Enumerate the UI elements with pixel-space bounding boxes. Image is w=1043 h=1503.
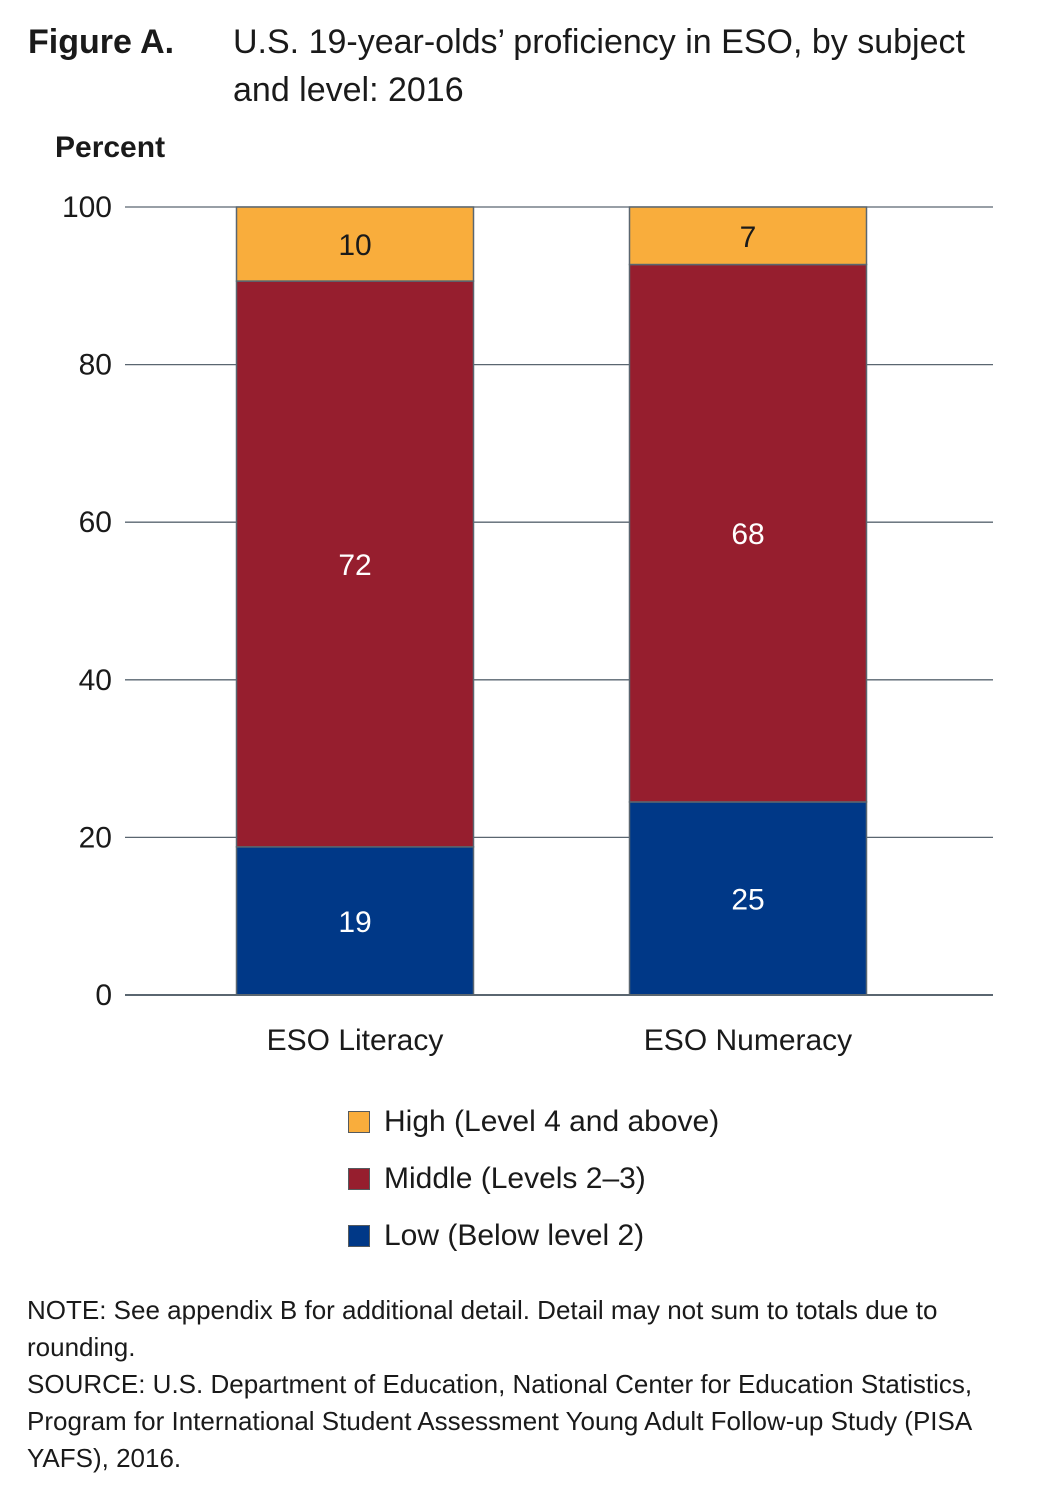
data-label-0-1: 72 <box>338 549 371 582</box>
bar-segment-1-1 <box>628 263 868 803</box>
legend-item-middle: Middle (Levels 2–3) <box>348 1150 719 1207</box>
legend-swatch-low <box>348 1224 370 1247</box>
figure-notes: NOTE: See appendix B for additional deta… <box>27 1292 1017 1477</box>
y-tick-label-0: 0 <box>95 979 112 1012</box>
y-tick-label-100: 100 <box>62 191 112 224</box>
legend-item-high: High (Level 4 and above) <box>348 1093 719 1150</box>
figure-title: U.S. 19-year-olds’ proficiency in ESO, b… <box>233 23 965 109</box>
legend: High (Level 4 and above) Middle (Levels … <box>348 1093 719 1264</box>
y-tick-label-80: 80 <box>79 349 112 382</box>
data-label-1-1: 68 <box>731 518 764 551</box>
legend-item-low: Low (Below level 2) <box>348 1207 719 1264</box>
x-tick-label-0: ESO Literacy <box>267 1024 444 1057</box>
data-label-1-2: 7 <box>740 221 757 254</box>
legend-label-high: High (Level 4 and above) <box>384 1104 720 1138</box>
legend-label-low: Low (Below level 2) <box>384 1218 645 1252</box>
note-text: NOTE: See appendix B for additional deta… <box>27 1295 938 1362</box>
source-text: SOURCE: U.S. Department of Education, Na… <box>27 1369 973 1473</box>
legend-swatch-high <box>348 1110 370 1133</box>
stacked-bar-chart: Percent 19 72 10 25 68 7 0 20 40 60 80 100 ESO Lite… <box>55 131 993 1057</box>
legend-label-middle: Middle (Levels 2–3) <box>384 1161 646 1195</box>
y-tick-label-40: 40 <box>79 664 112 697</box>
bar-segment-1-2 <box>628 206 868 266</box>
data-label-0-2: 10 <box>338 229 371 262</box>
bars: 19 72 10 25 68 7 <box>235 206 868 996</box>
y-axis-title: Percent <box>55 131 165 164</box>
bar-segment-0-0 <box>235 846 475 996</box>
axes: 0 20 40 60 80 100 ESO Literacy ESO Numeracy <box>62 191 993 1057</box>
data-label-0-0: 19 <box>338 906 371 939</box>
bar-segment-0-1 <box>235 280 475 848</box>
bar-segment-0-2 <box>235 206 475 282</box>
figure-label: Figure A. <box>28 23 175 61</box>
x-tick-label-1: ESO Numeracy <box>644 1024 852 1057</box>
bar-segment-1-0 <box>628 801 868 996</box>
y-tick-label-60: 60 <box>79 506 112 539</box>
data-label-1-0: 25 <box>731 883 764 916</box>
legend-swatch-middle <box>348 1167 370 1190</box>
y-tick-label-20: 20 <box>79 821 112 854</box>
